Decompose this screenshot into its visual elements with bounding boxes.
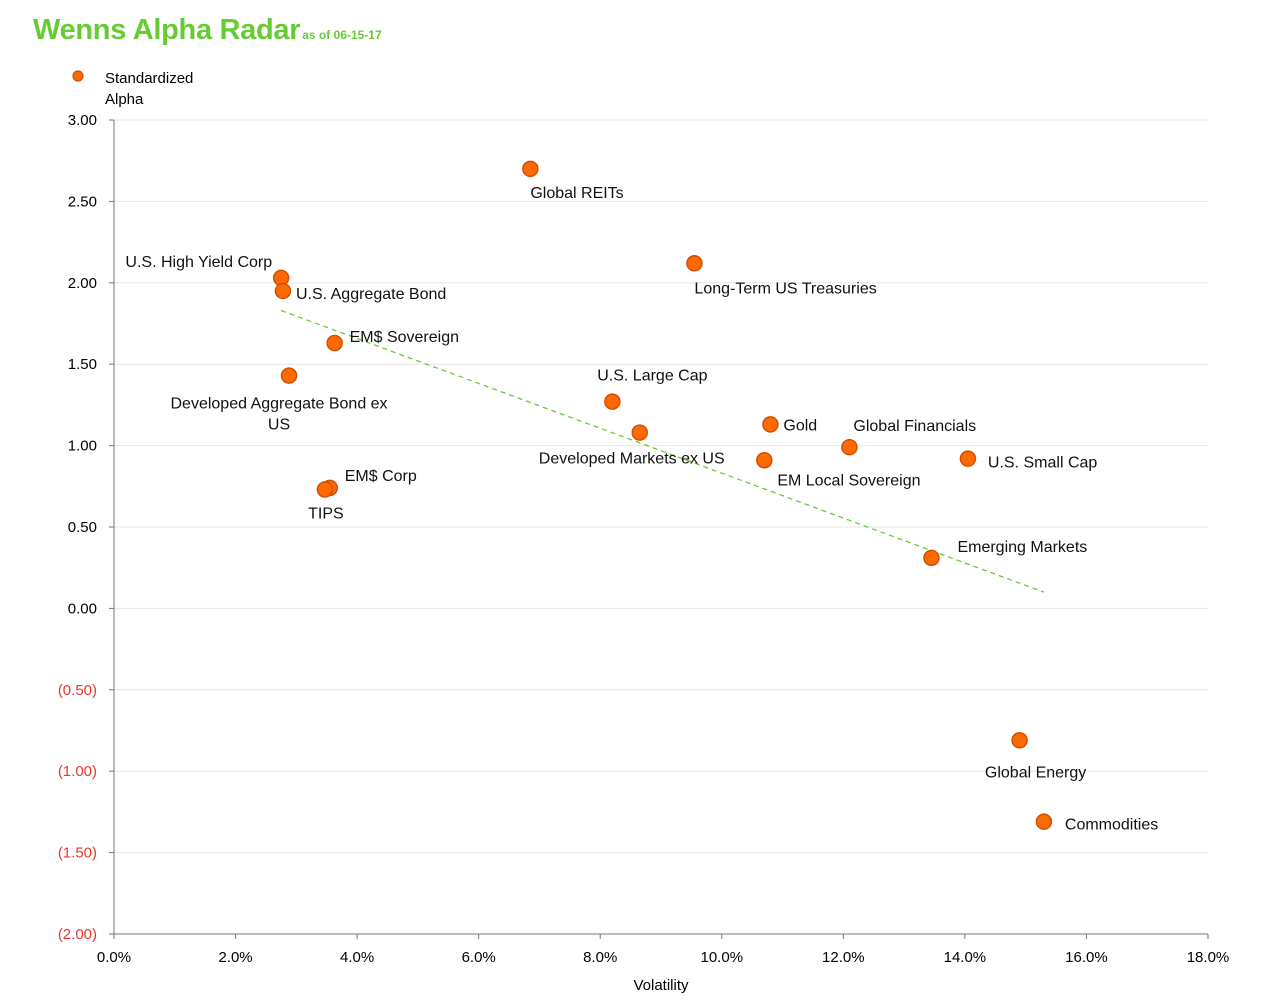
data-label: Global Energy [985, 764, 1086, 781]
data-label: TIPS [308, 506, 344, 523]
data-point [1011, 732, 1028, 749]
y-tick-label: 0.50 [68, 519, 97, 536]
data-point [522, 160, 539, 178]
data-point [631, 424, 648, 441]
data-point [604, 393, 621, 410]
y-tick-label: (1.50) [58, 845, 97, 862]
data-point [841, 438, 858, 456]
data-point [959, 450, 977, 467]
chart-title: Wenns Alpha Radar as of 06-15-17 [33, 14, 382, 47]
y-tick-label: 2.00 [68, 275, 97, 292]
x-tick-label: 14.0% [944, 949, 987, 966]
data-point [762, 416, 779, 433]
data-label: EM Local Sovereign [777, 472, 920, 489]
data-label: Long-Term US Treasuries [694, 280, 876, 297]
data-label: U.S. Large Cap [597, 368, 707, 385]
y-tick-label: (0.50) [58, 682, 97, 699]
chart-title-main: Wenns Alpha Radar [33, 14, 301, 46]
x-tick-label: 18.0% [1187, 949, 1230, 966]
x-tick-label: 8.0% [583, 949, 617, 966]
x-tick-label: 10.0% [701, 949, 744, 966]
x-tick-label: 6.0% [462, 949, 496, 966]
data-point [686, 255, 703, 272]
y-tick-label: 0.00 [68, 600, 97, 617]
data-label: U.S. Aggregate Bond [296, 286, 446, 303]
x-tick-label: 16.0% [1065, 949, 1108, 966]
y-tick-label: (1.00) [58, 763, 97, 780]
y-tick-label: (2.00) [58, 926, 97, 943]
data-point [756, 452, 773, 469]
chart-title-date: as of 06-15-17 [302, 28, 382, 42]
y-tick-label: 3.00 [68, 112, 97, 129]
data-points [272, 160, 1053, 830]
data-labels: Global REITs Long-Term US Treasuries U.S. … [125, 185, 1158, 834]
y-tick-label: 1.00 [68, 438, 97, 455]
data-point [280, 367, 298, 384]
data-label: EM$ Corp [345, 468, 417, 485]
x-tick-label: 0.0% [97, 949, 131, 966]
legend-label: Standardized [105, 70, 193, 87]
data-label: Developed Aggregate Bond ex [171, 396, 388, 413]
data-label: Developed Markets ex US [539, 451, 725, 468]
data-label: Global Financials [853, 418, 976, 435]
x-axis-title: Volatility [633, 977, 689, 994]
y-tick-label: 1.50 [68, 356, 97, 373]
data-label: U.S. High Yield Corp [125, 254, 272, 271]
trendline [280, 309, 1045, 593]
trendline-layer [280, 309, 1045, 593]
x-tick-label: 2.0% [218, 949, 252, 966]
legend-marker [72, 70, 84, 82]
data-label: Gold [783, 417, 817, 434]
axes: 3.00 2.50 2.00 1.50 1.00 0.50 0.00 (0.50) (1.00)… [58, 112, 1229, 966]
data-point [274, 282, 292, 300]
data-point [316, 481, 334, 498]
data-label: EM$ Sovereign [350, 329, 459, 346]
legend-label: Alpha [105, 91, 144, 108]
y-tick-label: 2.50 [68, 193, 97, 210]
x-tick-label: 4.0% [340, 949, 374, 966]
data-label: Emerging Markets [957, 539, 1087, 556]
data-label-line2: US [268, 417, 290, 434]
data-label: U.S. Small Cap [988, 455, 1097, 472]
legend: Standardized Alpha [72, 70, 193, 108]
data-point [923, 549, 940, 567]
data-point [1035, 813, 1053, 830]
grid-lines [114, 119, 1208, 854]
data-label: Global REITs [530, 185, 623, 202]
data-point [326, 334, 343, 352]
data-label: Commodities [1065, 817, 1158, 834]
x-tick-label: 12.0% [822, 949, 865, 966]
